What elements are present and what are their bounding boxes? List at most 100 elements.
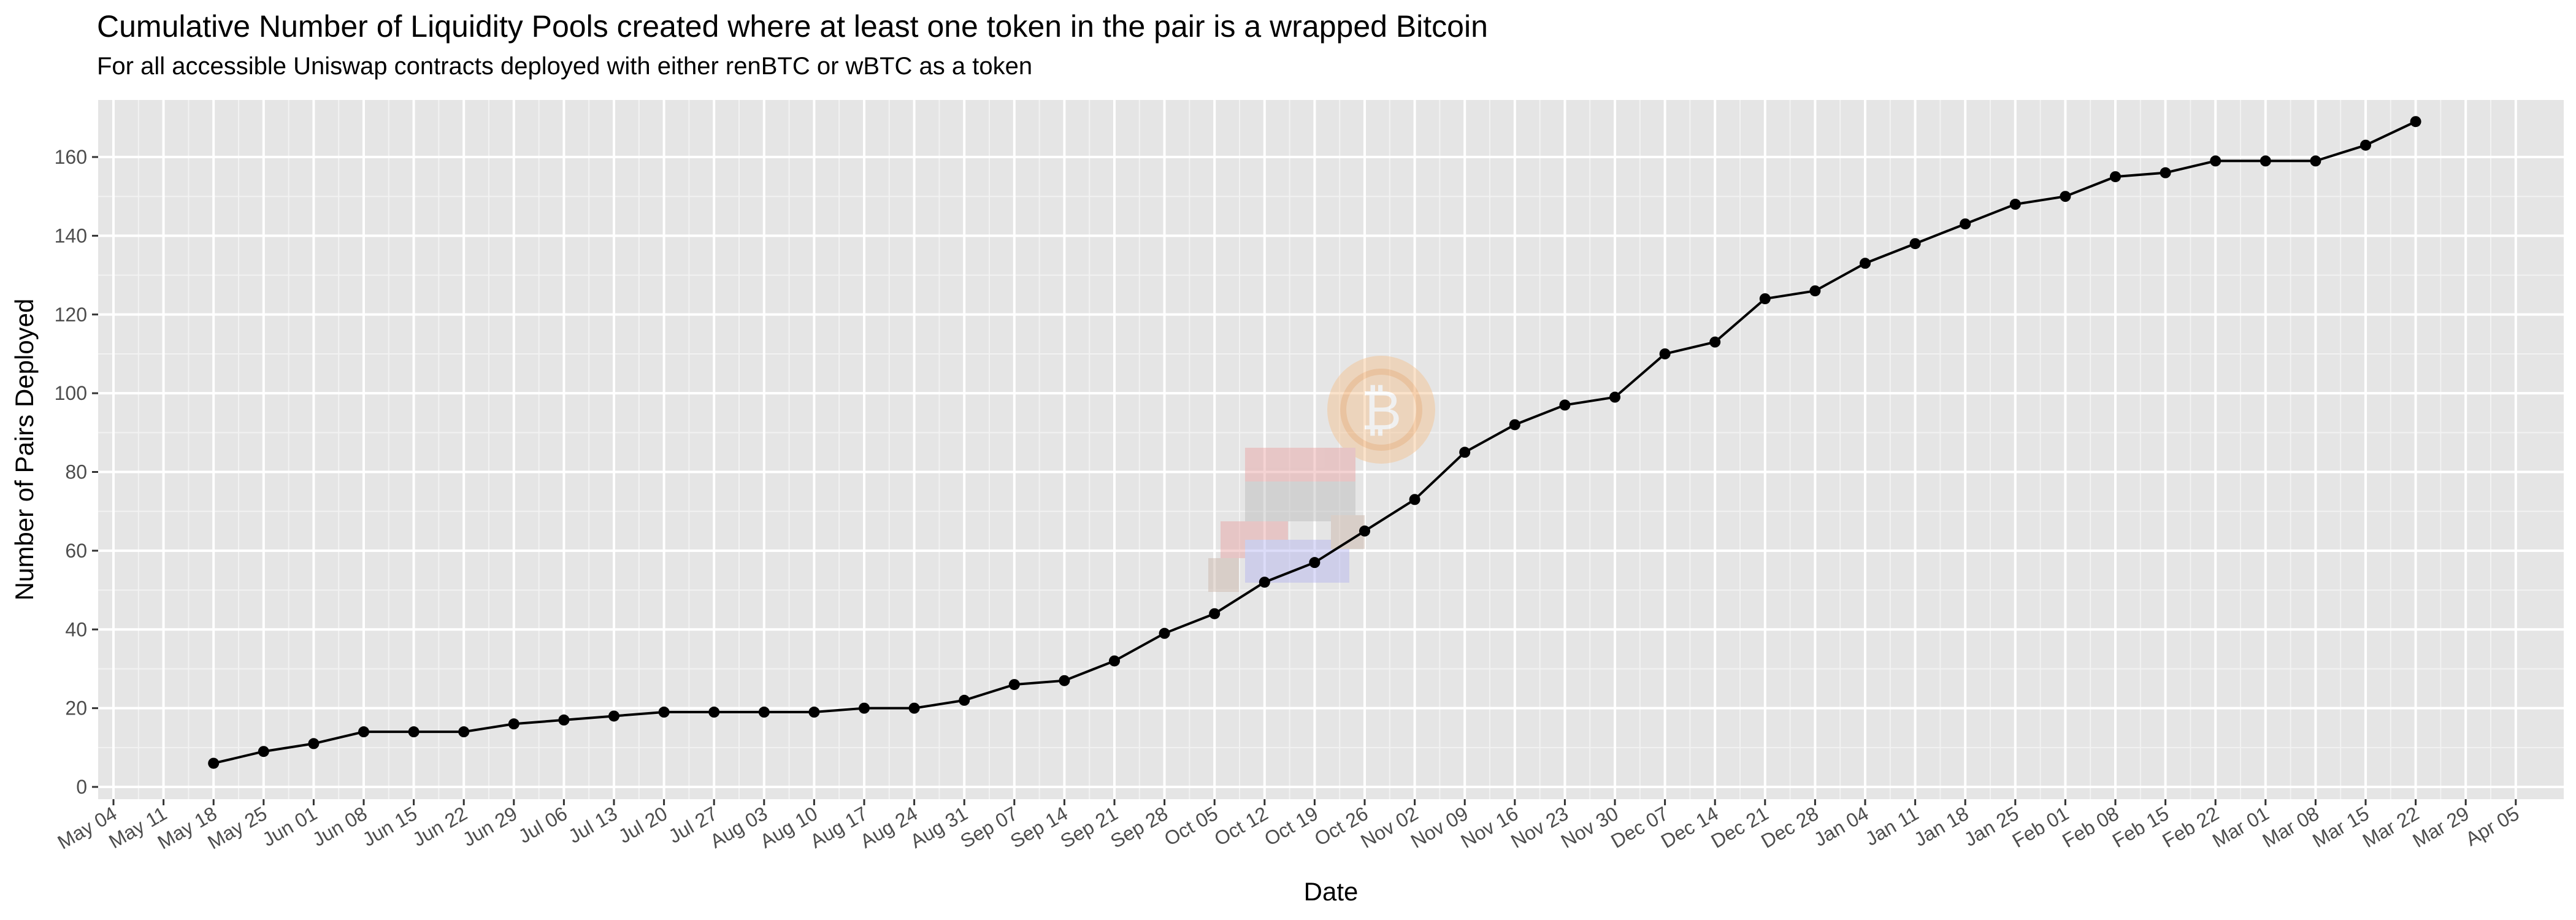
data-point xyxy=(1659,348,1671,359)
y-tick-label: 120 xyxy=(55,304,87,326)
x-tick-label: Jun 15 xyxy=(359,802,421,851)
watermark-overalls xyxy=(1245,540,1349,583)
chart-title: Cumulative Number of Liquidity Pools cre… xyxy=(97,9,1488,44)
data-point xyxy=(2160,167,2171,178)
data-point xyxy=(2310,155,2321,167)
data-point xyxy=(708,707,720,718)
watermark-hat xyxy=(1245,448,1355,481)
x-tick-label: Jun 29 xyxy=(459,802,521,851)
y-tick-label: 80 xyxy=(65,461,87,483)
data-point xyxy=(1559,399,1571,411)
data-point xyxy=(2009,199,2021,210)
data-point xyxy=(959,694,970,706)
pixel-art-watermark: ₿ xyxy=(1208,356,1435,592)
watermark-shirt xyxy=(1221,521,1288,558)
data-point xyxy=(1459,447,1471,458)
x-tick-label: Nov 16 xyxy=(1457,802,1522,853)
watermark-boot xyxy=(1208,558,1239,592)
x-tick-label: Mar 01 xyxy=(2209,802,2272,852)
bitcoin-coin-icon xyxy=(1327,356,1435,464)
x-tick-label: Sep 14 xyxy=(1006,802,1071,853)
y-axis-ticks: 0 20 40 60 80 100 120 140 160 xyxy=(55,146,98,798)
x-tick-label: Feb 22 xyxy=(2158,802,2222,852)
minor-gridlines xyxy=(98,100,2564,799)
x-tick-label: Jan 18 xyxy=(1910,802,1972,851)
data-point xyxy=(658,707,670,718)
y-tick-label: 100 xyxy=(55,382,87,404)
x-tick-label: Apr 05 xyxy=(2462,802,2523,850)
data-point xyxy=(2210,155,2221,167)
plot-panel xyxy=(98,100,2564,799)
data-point xyxy=(758,707,770,718)
x-tick-label: Dec 14 xyxy=(1657,802,1722,853)
x-tick-label: Nov 30 xyxy=(1557,802,1622,853)
chart-subtitle: For all accessible Uniswap contracts dep… xyxy=(97,53,1033,80)
x-tick-label: Jun 22 xyxy=(408,802,470,851)
x-tick-label: Sep 21 xyxy=(1057,802,1122,853)
x-tick-label: Mar 08 xyxy=(2259,802,2323,852)
x-tick-label: Aug 17 xyxy=(807,802,872,853)
x-tick-label: Aug 31 xyxy=(907,802,972,853)
y-axis-title: Number of Pairs Deployed xyxy=(10,299,39,601)
data-point xyxy=(1709,336,1721,348)
data-point xyxy=(1309,557,1321,569)
series-layer xyxy=(208,116,2421,769)
x-tick-label: Jun 01 xyxy=(259,802,321,851)
data-point xyxy=(1759,293,1771,305)
y-tick-label: 40 xyxy=(65,618,87,640)
data-point xyxy=(1359,525,1370,537)
x-tick-label: Jul 06 xyxy=(515,802,571,848)
data-point xyxy=(258,746,269,757)
x-tick-label: Aug 24 xyxy=(856,802,921,853)
x-tick-label: Aug 03 xyxy=(706,802,771,853)
data-point xyxy=(2110,171,2121,183)
data-point xyxy=(2060,191,2071,202)
x-tick-label: Oct 05 xyxy=(1160,802,1222,850)
x-tick-label: Jul 13 xyxy=(565,802,621,848)
x-tick-label: Mar 22 xyxy=(2359,802,2423,852)
x-tick-label: Mar 29 xyxy=(2409,802,2472,852)
data-point xyxy=(1960,218,1971,230)
data-point xyxy=(1059,675,1070,686)
x-tick-label: Mar 15 xyxy=(2309,802,2372,852)
x-tick-label: Oct 19 xyxy=(1260,802,1322,850)
data-point xyxy=(558,714,570,726)
major-gridlines xyxy=(98,100,2564,799)
data-point xyxy=(2410,116,2421,128)
x-tick-label: Jun 08 xyxy=(309,802,370,851)
x-tick-label: Dec 28 xyxy=(1757,802,1822,853)
data-point xyxy=(1259,577,1270,588)
watermark-arm xyxy=(1331,515,1365,549)
data-point xyxy=(458,726,470,738)
data-point xyxy=(608,710,619,722)
data-point xyxy=(2260,155,2271,167)
y-tick-label: 0 xyxy=(76,776,87,798)
x-tick-label: Jan 04 xyxy=(1810,802,1872,851)
y-tick-label: 140 xyxy=(55,224,87,247)
data-point xyxy=(859,702,870,714)
data-point xyxy=(1409,494,1420,505)
data-point xyxy=(2360,139,2371,151)
x-tick-label: Sep 07 xyxy=(956,802,1021,853)
x-tick-label: Feb 15 xyxy=(2109,802,2172,852)
watermark-face xyxy=(1245,481,1355,521)
x-tick-label: Sep 28 xyxy=(1106,802,1171,853)
x-tick-label: Jul 20 xyxy=(615,802,671,848)
data-point xyxy=(1209,608,1221,619)
x-tick-label: Nov 02 xyxy=(1357,802,1422,853)
y-tick-label: 20 xyxy=(65,697,87,719)
data-point xyxy=(808,707,820,718)
x-tick-label: Feb 08 xyxy=(2058,802,2122,852)
data-point xyxy=(508,718,519,730)
data-point xyxy=(1860,258,1871,269)
data-point xyxy=(1008,679,1020,691)
data-point xyxy=(908,702,920,714)
y-tick-label: 160 xyxy=(55,146,87,168)
data-point xyxy=(1509,419,1520,431)
data-point xyxy=(308,738,320,749)
x-tick-label: Jan 11 xyxy=(1861,802,1922,850)
y-tick-label: 60 xyxy=(65,540,87,562)
x-tick-label: Oct 12 xyxy=(1211,802,1272,850)
